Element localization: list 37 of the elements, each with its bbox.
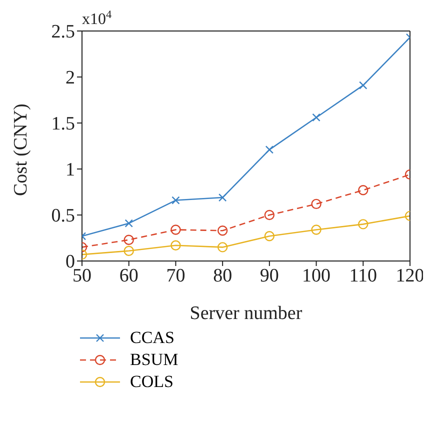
point <box>217 242 228 252</box>
point <box>124 234 134 245</box>
point <box>359 81 368 90</box>
x-tick-label: 110 <box>349 265 378 286</box>
text: x10$^{4}$ <box>82 9 112 28</box>
point <box>312 113 320 122</box>
point <box>124 219 133 228</box>
x-axis-title: Server number <box>190 303 303 324</box>
point <box>265 146 274 154</box>
point <box>124 246 134 256</box>
legend-label: COLS <box>130 372 174 392</box>
point <box>170 240 181 250</box>
y-axis-title: Cost (CNY) <box>10 104 32 196</box>
y-tick-label: 1 <box>66 160 75 181</box>
point <box>358 185 368 196</box>
point <box>170 224 181 235</box>
y-tick-label: 0.5 <box>51 206 75 227</box>
x-tick-label: 60 <box>119 265 138 286</box>
point <box>217 226 228 236</box>
x-tick-label: 70 <box>166 265 186 286</box>
y-tick-label: 1.5 <box>51 114 75 135</box>
legend-label: BSUM <box>130 350 178 370</box>
x-tick-label: 50 <box>72 265 92 286</box>
y-tick-label: 2.5 <box>51 22 75 43</box>
y-tick-label: 2 <box>66 68 75 89</box>
y-tick-label: 0 <box>66 252 75 273</box>
point <box>172 196 180 204</box>
point <box>264 231 275 242</box>
x-tick-label: 100 <box>302 265 331 286</box>
point <box>218 193 227 202</box>
point <box>311 224 322 235</box>
point <box>311 198 322 210</box>
legend-label: CCAS <box>130 328 174 348</box>
x-tick-label: 90 <box>260 265 279 286</box>
point <box>358 219 368 230</box>
point <box>264 210 275 220</box>
x-tick-label: 80 <box>213 265 232 286</box>
